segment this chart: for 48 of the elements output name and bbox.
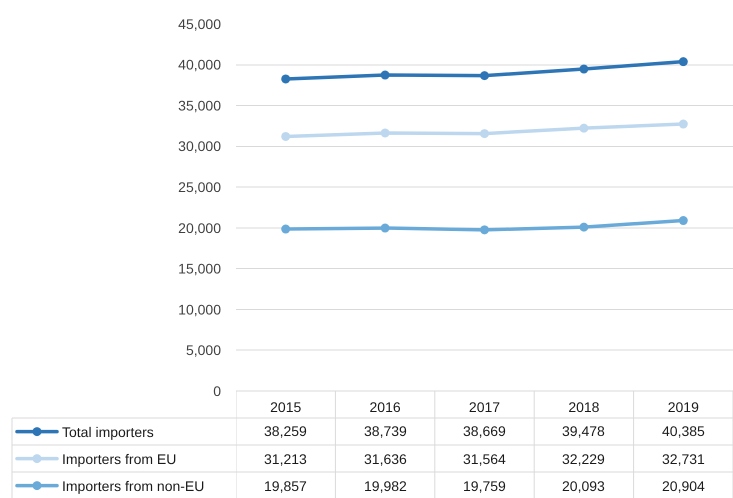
legend-label: Importers from EU — [62, 451, 176, 468]
point — [480, 225, 489, 234]
data-label: 32,731 — [662, 451, 706, 467]
y-tick-label: 45,000 — [178, 16, 222, 32]
x-tick-label: 2018 — [568, 399, 600, 415]
x-tick-label: 2016 — [370, 399, 401, 415]
point — [380, 224, 390, 233]
point — [678, 216, 688, 226]
data-label: 38,259 — [264, 423, 308, 439]
data-label: 40,385 — [662, 423, 706, 439]
data-label: 31,636 — [364, 451, 408, 467]
point — [678, 57, 688, 66]
point — [579, 124, 588, 133]
y-tick-label: 20,000 — [178, 220, 222, 236]
y-tick-label: 35,000 — [178, 97, 222, 114]
point — [480, 71, 489, 80]
data-label: 38,739 — [364, 423, 408, 439]
point — [281, 224, 290, 234]
x-tick-label: 2015 — [270, 399, 302, 415]
y-tick-label: 15,000 — [178, 260, 222, 277]
y-tick-label: 30,000 — [178, 138, 222, 154]
data-label: 19,982 — [364, 478, 408, 494]
y-tick-label: 25,000 — [178, 179, 222, 196]
point — [380, 70, 390, 80]
data-label: 32,229 — [562, 451, 606, 467]
data-label: 31,564 — [463, 451, 506, 467]
data-label: 19,857 — [264, 478, 308, 494]
point — [678, 120, 688, 129]
y-tick-label: 0 — [213, 382, 222, 399]
y-tick-label: 10,000 — [178, 301, 222, 318]
data-label: 20,904 — [662, 478, 706, 494]
data-label: 39,478 — [562, 423, 606, 439]
point — [380, 128, 390, 138]
x-tick-label: 2019 — [668, 399, 700, 415]
data-label: 20,093 — [562, 478, 606, 494]
point — [281, 132, 290, 141]
point — [281, 74, 290, 84]
y-tick-label: 5,000 — [186, 342, 222, 358]
legend-label: Total importers — [62, 424, 154, 440]
x-tick-label: 2017 — [468, 399, 500, 415]
point — [579, 64, 588, 74]
point — [579, 222, 588, 232]
data-label: 38,669 — [463, 423, 506, 439]
y-tick-label: 40,000 — [178, 56, 222, 73]
data-label: 31,213 — [264, 451, 308, 467]
point — [480, 129, 489, 138]
legend-label: Importers from non-EU — [62, 478, 204, 494]
data-label: 19,759 — [463, 478, 506, 494]
